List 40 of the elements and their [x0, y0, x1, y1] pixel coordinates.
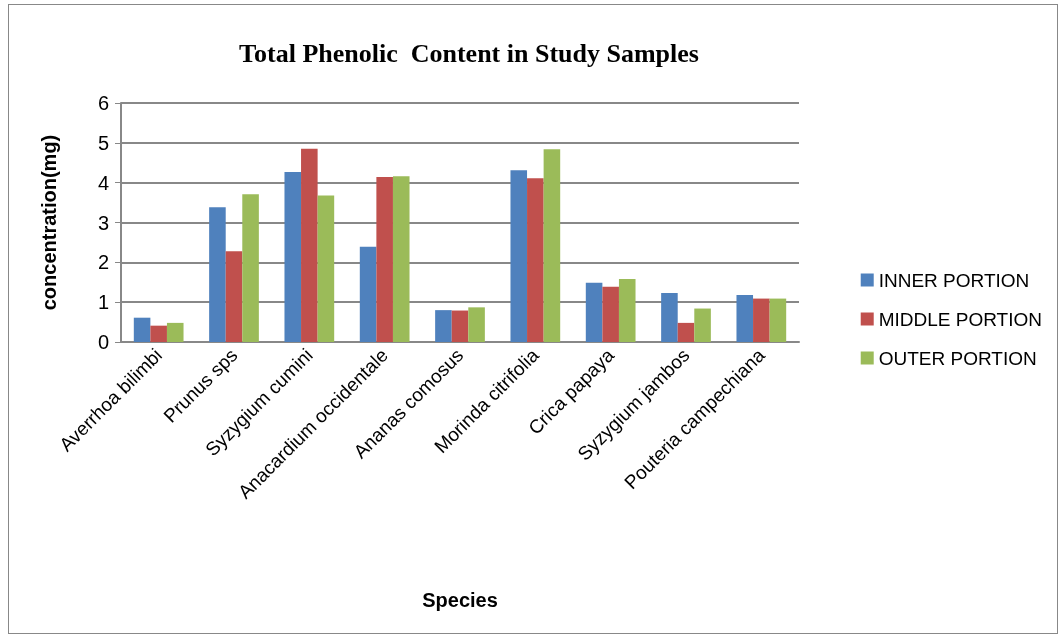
- bar: [392, 176, 410, 342]
- bar: [468, 307, 485, 342]
- bar: [301, 148, 318, 342]
- bar: [435, 310, 452, 342]
- bar: [242, 194, 259, 342]
- legend-label: INNER PORTION: [878, 269, 1030, 291]
- y-tick-label: 0: [97, 331, 109, 353]
- bar: [527, 178, 544, 342]
- bar: [284, 171, 302, 342]
- bar: [602, 286, 619, 342]
- y-tick-label: 3: [97, 211, 109, 234]
- chart-title: Total Phenolic Content in Study Samples: [239, 38, 699, 68]
- x-axis-title: Species: [422, 589, 498, 611]
- legend-label: MIDDLE PORTION: [878, 308, 1042, 330]
- y-tick-label: 5: [97, 131, 109, 154]
- bar: [694, 308, 711, 342]
- bar: [225, 251, 243, 342]
- bar: [317, 195, 335, 342]
- bar: [359, 246, 377, 342]
- bar: [585, 282, 603, 342]
- bar: [510, 170, 528, 342]
- bar: [376, 177, 393, 342]
- y-tick-label: 1: [97, 291, 109, 314]
- bar: [451, 310, 469, 342]
- y-tick-label: 4: [97, 171, 109, 194]
- bar: [736, 295, 754, 342]
- bar: [133, 317, 151, 342]
- y-tick-label: 6: [97, 92, 109, 114]
- bar: [150, 325, 167, 342]
- legend-label: OUTER PORTION: [878, 347, 1037, 369]
- y-axis-title: concentration(mg): [38, 134, 60, 311]
- bar: [166, 322, 184, 342]
- bar: [618, 279, 636, 342]
- bar: [753, 298, 770, 342]
- bar: [543, 149, 561, 342]
- bar: [769, 298, 787, 342]
- bar: [661, 293, 678, 342]
- bar: [209, 207, 226, 342]
- bar: [677, 322, 695, 342]
- y-tick-label: 2: [97, 251, 109, 274]
